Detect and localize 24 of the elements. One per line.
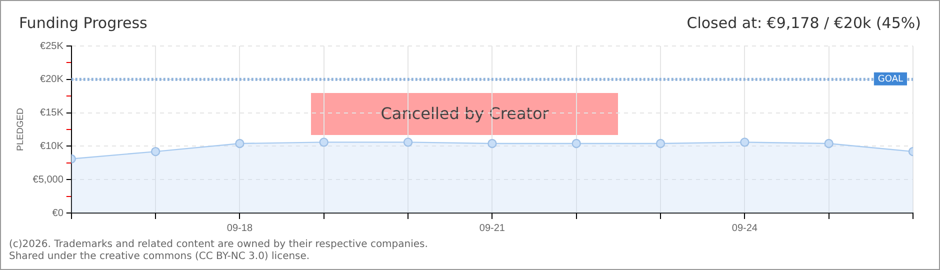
point	[656, 138, 666, 148]
point	[572, 138, 581, 148]
point	[403, 138, 413, 147]
y-tick-label: €25K	[40, 40, 64, 52]
point	[235, 138, 244, 148]
chart-title: Funding Progress	[19, 14, 148, 32]
text: (c)2026. Trademarks and related content are owned by their respective companies.	[9, 239, 428, 251]
point	[150, 146, 160, 156]
point	[319, 138, 328, 147]
y-tick-label: €0	[52, 208, 64, 219]
y-tick-label: €10K	[40, 140, 64, 152]
point	[488, 138, 497, 148]
y-tick-label: €15K	[40, 108, 64, 119]
x-tick-label: 09-21	[479, 222, 506, 234]
x-tick-label: 09-24	[732, 222, 758, 234]
y-axis-title: PLEDGED	[14, 107, 25, 152]
y-tick-label: €5,000	[32, 174, 64, 186]
ref-line-label: GOAL	[878, 74, 904, 85]
x-tick-label: 09-18	[226, 222, 253, 234]
chart-subtitle: Closed at: €9,178 / €20k (45%)	[686, 14, 921, 32]
point	[824, 138, 834, 148]
y-tick-label: €20K	[40, 74, 64, 86]
text: Shared under the creative commons (CC BY-NC 3.0) license.	[9, 251, 311, 263]
point	[740, 138, 750, 147]
